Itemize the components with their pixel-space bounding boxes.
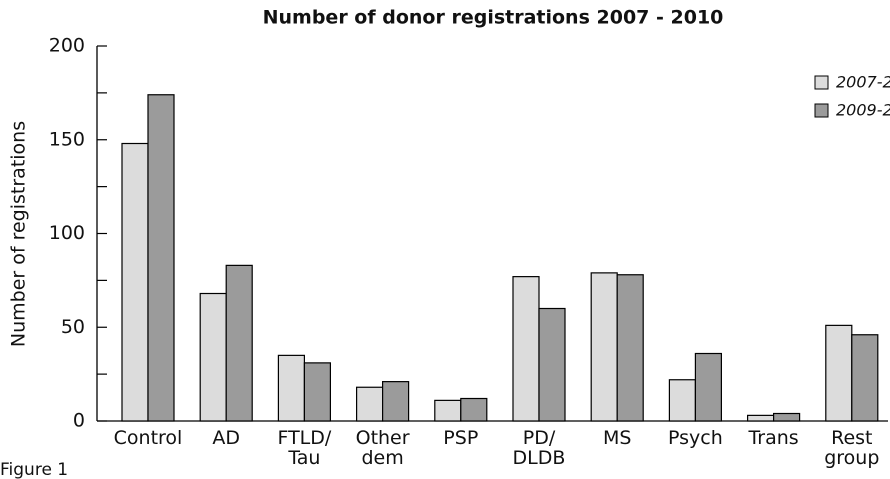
bar [147,94,175,422]
x-tick-label: Other dem [355,427,410,469]
chart-title: Number of donor registrations 2007 - 201… [263,7,724,29]
x-tick-label: AD [212,427,240,449]
bar [225,264,253,422]
x-tick-label: Trans [748,427,799,449]
bar [199,292,227,422]
bar [772,412,801,422]
bar [121,142,149,422]
bar [434,399,462,422]
caption: Figure 1 [0,460,68,479]
y-tick-label: 150 [49,128,85,150]
bar [356,386,384,422]
bar [746,414,775,422]
bar [851,334,879,422]
y-tick-label: 200 [49,35,85,57]
legend-swatch [814,103,829,118]
x-tick-label: FTLD/ Tau [277,427,332,469]
bar [512,276,540,422]
bar [694,352,723,422]
legend-label: 2007-2008 [836,73,890,92]
bar [825,324,853,422]
x-tick-label: Rest group [824,427,880,469]
bar [538,307,566,422]
y-axis-label: Number of registrations [8,121,30,347]
bar [382,381,410,422]
bar [590,272,618,422]
y-tick-label: 0 [73,410,85,432]
legend-swatch [814,75,829,90]
y-tick-label: 50 [61,316,85,338]
legend-label: 2009-2010 [836,101,890,120]
bar [616,274,644,422]
bar [668,379,697,422]
bar [303,362,331,422]
x-tick-label: Control [113,427,183,449]
x-tick-label: MS [602,427,632,449]
y-tick-label: 100 [49,222,85,244]
x-tick-label: PSP [443,427,479,449]
x-tick-label: PD/ DLDB [512,427,566,469]
bar [277,354,305,422]
x-tick-label: Psych [668,427,723,449]
bar [460,397,488,422]
